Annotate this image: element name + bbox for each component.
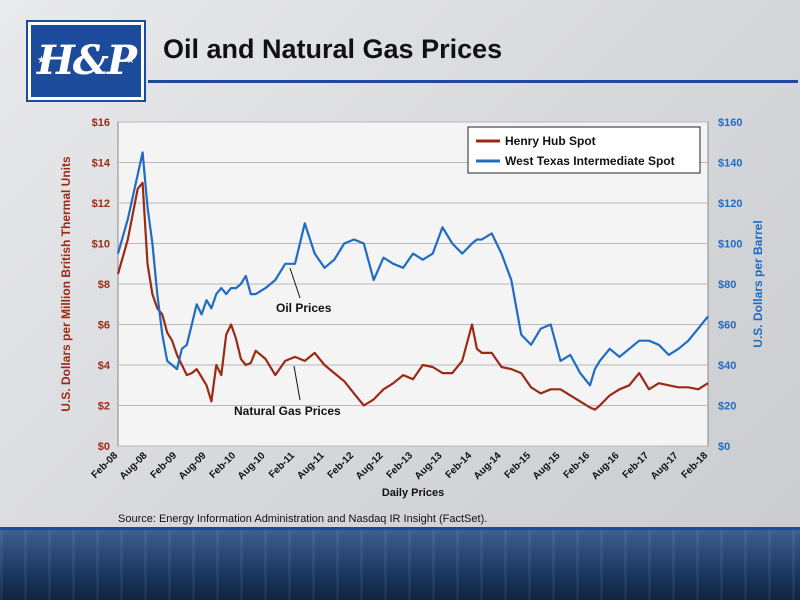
x-tick-label: Feb-09 bbox=[149, 450, 180, 481]
x-tick-label: Feb-11 bbox=[267, 450, 297, 480]
legend-label-henry-hub: Henry Hub Spot bbox=[505, 134, 596, 148]
left-tick-label: $16 bbox=[92, 117, 110, 129]
x-tick-label: Feb-15 bbox=[503, 450, 534, 481]
legend-box bbox=[467, 126, 701, 174]
chart-legend: Henry Hub Spot West Texas Intermediate S… bbox=[467, 126, 701, 174]
right-axis-ticks: $0 $20 $40 $60 $80 $100 $120 $140 $160 bbox=[718, 117, 742, 453]
x-tick-label: Aug-08 bbox=[118, 450, 150, 482]
y-axis-left-label: U.S. Dollars per Million British Thermal… bbox=[59, 156, 73, 412]
footer-divider bbox=[0, 527, 800, 530]
oil-prices-pointer bbox=[289, 267, 301, 299]
footer-photo-strip bbox=[0, 530, 800, 600]
x-tick-label: Aug-10 bbox=[236, 450, 268, 482]
left-tick-label: $0 bbox=[98, 441, 110, 453]
source-note: Source: Energy Information Administratio… bbox=[118, 513, 488, 525]
x-tick-label: Feb-14 bbox=[444, 450, 475, 481]
page-title: Oil and Natural Gas Prices bbox=[163, 34, 503, 64]
x-tick-label: Aug-11 bbox=[295, 450, 327, 482]
x-tick-label: Aug-13 bbox=[413, 450, 445, 482]
legend-label-wti: West Texas Intermediate Spot bbox=[505, 154, 675, 168]
x-tick-label: Aug-14 bbox=[472, 450, 504, 482]
right-tick-label: $120 bbox=[718, 198, 742, 210]
left-tick-label: $2 bbox=[98, 401, 110, 413]
right-tick-label: $40 bbox=[718, 360, 736, 372]
y-axis-right-label: U.S. Dollars per Barrel bbox=[751, 220, 765, 347]
right-tick-label: $60 bbox=[718, 320, 736, 332]
left-tick-label: $14 bbox=[92, 158, 111, 170]
left-tick-label: $4 bbox=[98, 360, 111, 372]
title-divider bbox=[148, 80, 798, 83]
left-tick-label: $8 bbox=[98, 279, 110, 291]
right-tick-label: $100 bbox=[718, 239, 742, 251]
right-tick-label: $140 bbox=[718, 158, 742, 170]
logo-text: H&P bbox=[37, 37, 137, 84]
star-icon: ★ bbox=[37, 55, 46, 66]
x-tick-label: Feb-10 bbox=[208, 450, 239, 481]
annotation-layer: Oil Prices Natural Gas Prices bbox=[234, 267, 341, 418]
x-tick-label: Feb-08 bbox=[90, 450, 121, 481]
x-tick-label: Aug-12 bbox=[354, 450, 386, 482]
left-tick-label: $10 bbox=[92, 239, 110, 251]
series-layer bbox=[116, 151, 709, 411]
x-tick-label: Aug-16 bbox=[590, 450, 622, 482]
x-tick-label: Aug-17 bbox=[649, 450, 681, 482]
star-icon: ★ bbox=[126, 55, 135, 66]
right-tick-label: $20 bbox=[718, 401, 736, 413]
company-logo: ★ H&P ★ bbox=[28, 22, 144, 100]
left-tick-label: $12 bbox=[92, 198, 110, 210]
x-tick-label: Aug-15 bbox=[531, 450, 563, 482]
right-tick-label: $0 bbox=[718, 441, 730, 453]
x-tick-label: Feb-13 bbox=[385, 450, 416, 481]
x-axis-label: Daily Prices bbox=[382, 487, 444, 499]
oil-prices-annotation: Oil Prices bbox=[276, 301, 332, 315]
x-tick-label: Feb-16 bbox=[562, 450, 593, 481]
grid-layer bbox=[118, 121, 708, 447]
x-tick-label: Feb-17 bbox=[621, 450, 652, 481]
gas-prices-annotation: Natural Gas Prices bbox=[234, 404, 341, 418]
right-tick-label: $80 bbox=[718, 279, 736, 291]
right-tick-label: $160 bbox=[718, 117, 742, 129]
left-axis-ticks: $0 $2 $4 $6 $8 $10 $12 $14 $16 bbox=[92, 117, 111, 453]
x-tick-label: Feb-12 bbox=[326, 450, 357, 481]
price-chart: $0 $2 $4 $6 $8 $10 $12 $14 $16 $0 $20 $40 $60 $80 $10… bbox=[59, 117, 765, 499]
left-tick-label: $6 bbox=[98, 320, 110, 332]
x-tick-label: Feb-18 bbox=[680, 450, 711, 481]
x-tick-label: Aug-09 bbox=[177, 450, 209, 482]
gas-prices-pointer bbox=[293, 365, 301, 401]
